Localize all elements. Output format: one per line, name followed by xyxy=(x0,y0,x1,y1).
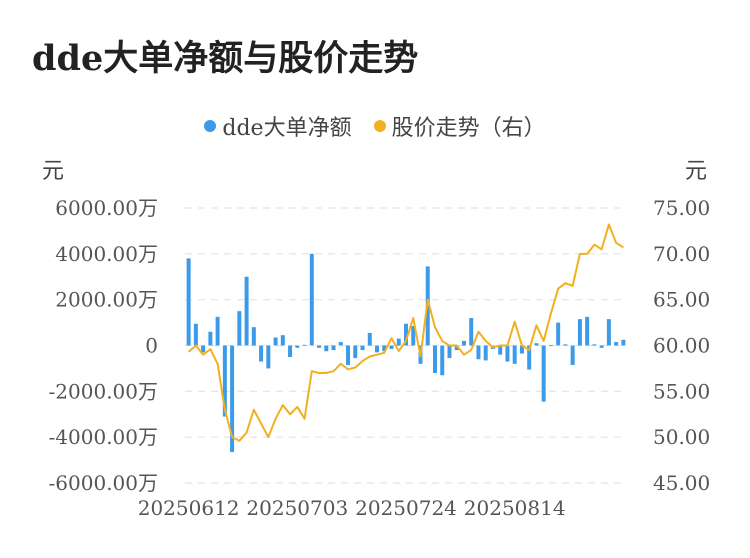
dde-bar xyxy=(201,345,206,353)
dde-bar xyxy=(461,340,466,346)
y-right-tick-label: 50.00 xyxy=(653,425,710,449)
dde-bar xyxy=(193,323,198,346)
dde-bar xyxy=(360,345,365,351)
dde-bar xyxy=(266,345,271,369)
dde-bar xyxy=(237,311,242,346)
y-left-tick-label: 0 xyxy=(145,334,158,358)
dde-bar xyxy=(505,345,510,362)
dde-bar xyxy=(367,332,372,346)
dde-bar xyxy=(389,345,394,349)
dde-bar xyxy=(215,316,220,346)
y-left-tick-label: -6000.00万 xyxy=(49,471,158,495)
price-line xyxy=(187,223,624,442)
legend-item-dde[interactable]: dde大单净额 xyxy=(204,110,352,142)
dde-bar xyxy=(404,323,408,346)
dde-bar xyxy=(512,345,517,364)
y-left-tick-label: -2000.00万 xyxy=(49,379,158,403)
y-right-tick-label: 45.00 xyxy=(653,471,710,495)
legend-dot-blue-icon xyxy=(204,120,217,132)
dde-bar xyxy=(244,276,249,346)
dde-bar xyxy=(534,343,539,346)
y-left-tick-label: 4000.00万 xyxy=(55,242,158,266)
dde-bar xyxy=(375,345,380,353)
dde-bar xyxy=(476,345,481,360)
dde-bar xyxy=(483,345,488,361)
dde-bar xyxy=(432,345,437,373)
dde-bar xyxy=(295,345,300,348)
dde-bar xyxy=(541,345,546,402)
dde-bar xyxy=(288,345,293,357)
dde-bar xyxy=(440,345,445,376)
y-left-unit: 元 xyxy=(42,159,64,184)
dde-bar xyxy=(186,258,191,346)
dde-bar xyxy=(230,345,235,453)
legend-dot-orange-icon xyxy=(373,120,386,132)
dde-bar xyxy=(614,342,619,346)
dde-bar xyxy=(606,319,611,346)
dde-bar xyxy=(548,345,553,346)
y-right-tick-label: 60.00 xyxy=(653,334,710,358)
y-right-tick-label: 70.00 xyxy=(653,242,710,266)
dde-bar xyxy=(280,335,285,346)
dde-bar xyxy=(331,345,336,351)
dde-bar xyxy=(338,342,343,346)
x-tick-label: 20250612 xyxy=(138,496,240,520)
dde-bar xyxy=(309,253,314,346)
dde-bar xyxy=(222,345,227,417)
dde-bar xyxy=(527,345,532,370)
dde-bar xyxy=(469,318,474,346)
dde-bar xyxy=(556,322,561,346)
dde-bar xyxy=(592,344,597,346)
x-tick-label: 20250814 xyxy=(464,496,566,520)
dde-bar xyxy=(563,344,568,346)
dde-bar xyxy=(447,345,452,359)
legend-label-price: 股价走势（右） xyxy=(391,116,546,141)
dde-bar xyxy=(519,345,524,354)
dde-bar xyxy=(585,316,590,346)
dde-bar xyxy=(251,327,256,346)
dde-bar xyxy=(411,326,416,346)
y-right-unit: 元 xyxy=(685,159,707,184)
y-right-tick-label: 75.00 xyxy=(653,196,710,220)
dde-bar xyxy=(302,344,307,346)
dde-bar xyxy=(599,345,604,348)
chart-title: dde大单净额与股价走势 xyxy=(32,38,419,79)
legend-label-dde: dde大单净额 xyxy=(222,116,352,141)
dde-bar xyxy=(382,345,387,352)
y-left-tick-label: 6000.00万 xyxy=(55,196,158,220)
legend: dde大单净额 股价走势（右） xyxy=(0,110,750,142)
y-right-tick-label: 55.00 xyxy=(653,379,710,403)
y-left-tick-label: -4000.00万 xyxy=(49,425,158,449)
dde-bar xyxy=(324,345,329,352)
x-tick-label: 20250703 xyxy=(246,496,348,520)
x-tick-label: 20250724 xyxy=(355,496,457,520)
dde-bar xyxy=(346,345,351,365)
dde-bar xyxy=(498,345,503,355)
dde-bar xyxy=(208,331,213,346)
y-right-tick-label: 65.00 xyxy=(653,288,710,312)
legend-item-price[interactable]: 股价走势（右） xyxy=(373,110,546,142)
dde-bar xyxy=(317,345,322,348)
dde-bar xyxy=(396,338,401,346)
dde-bar xyxy=(454,345,459,351)
dde-bar xyxy=(570,345,575,365)
dde-bar xyxy=(353,345,358,359)
dde-bar xyxy=(577,319,582,346)
dde-bar xyxy=(273,337,278,346)
dde-bar xyxy=(621,339,626,346)
y-left-tick-label: 2000.00万 xyxy=(55,288,158,312)
dde-bar xyxy=(259,345,264,362)
